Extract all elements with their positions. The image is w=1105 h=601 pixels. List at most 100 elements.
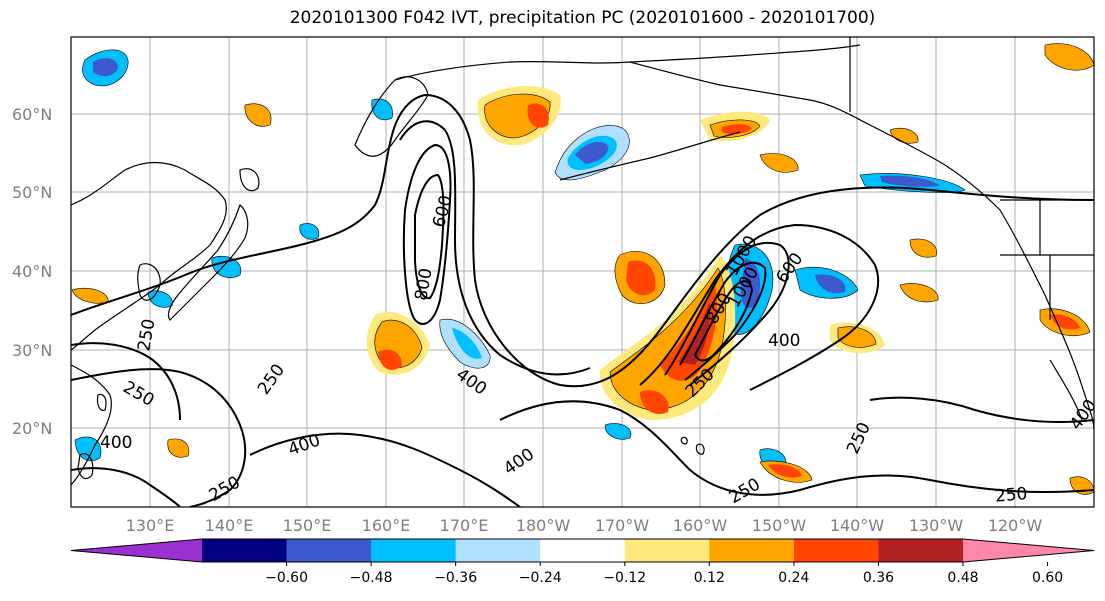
ivt-contours: [71, 93, 1094, 507]
coastline-japan: [167, 203, 249, 321]
colorbar-tick-label: 0.12: [694, 570, 725, 586]
longitude-labels: 130°E 140°E 150°E 160°E 170°E 180°W 170°…: [126, 516, 1043, 535]
coastline-westcoast: [999, 209, 1094, 431]
coastline-china: [71, 364, 112, 486]
colorbar-tick-label: −0.48: [350, 570, 393, 586]
lon-label: 160°W: [673, 516, 728, 535]
lon-label: 140°W: [830, 516, 885, 535]
colorbar-bin: [878, 539, 964, 562]
colorbar-bin: [624, 539, 710, 562]
shade-pos: [768, 464, 802, 478]
coastline-aleutians: [559, 131, 741, 181]
shade-neg: [299, 223, 320, 240]
lon-label: 140°E: [205, 516, 254, 535]
colorbar-bin: [709, 539, 795, 562]
lon-label: 130°W: [909, 516, 964, 535]
colorbar-tick-label: 0.24: [778, 570, 809, 586]
shade-neg: [371, 98, 393, 121]
lon-label: 120°W: [988, 516, 1043, 535]
contour-250-south: [499, 400, 1094, 496]
contour-800: [414, 173, 445, 300]
colorbar-tick-label: −0.36: [434, 570, 477, 586]
shade-pos: [378, 349, 402, 370]
coastline-baja: [1049, 359, 1083, 421]
shade-pos: [909, 238, 937, 258]
colorbar-bin: [371, 539, 457, 562]
coastline-korea: [137, 263, 161, 301]
shade-neg: [740, 258, 761, 309]
shade-pos: [609, 267, 726, 411]
lon-label: 180°W: [516, 516, 571, 535]
colorbar-tick-label: 0.60: [1032, 570, 1063, 586]
contour-400-east: [639, 223, 880, 391]
contour-400-b: [399, 120, 591, 376]
contour-250-far: [869, 396, 1094, 423]
border-state: [1000, 200, 1094, 320]
contour-400-south: [249, 432, 521, 507]
shade-pos: [244, 103, 272, 127]
lat-label-30: 30°N: [12, 341, 52, 360]
shade-neg: [211, 255, 242, 278]
lat-label-40: 40°N: [12, 262, 52, 281]
lon-label: 130°E: [126, 516, 175, 535]
shade-pos: [899, 283, 939, 303]
contour-250: [71, 93, 1094, 388]
coastline-alaska: [629, 61, 1001, 211]
shade-pos: [527, 103, 549, 128]
lon-label: 170°E: [440, 516, 489, 535]
colorbar-bin: [793, 539, 879, 562]
colorbar-tick-label: −0.60: [265, 570, 308, 586]
shade-pos: [640, 390, 669, 414]
contour-400: [71, 342, 181, 421]
coastline-philippines: [77, 453, 94, 480]
contour-600-east: [664, 241, 790, 386]
shade-neg: [815, 274, 846, 294]
contour-label: 250: [994, 484, 1028, 507]
colorbar-bin: [202, 539, 288, 562]
colorbar-extend-low: [71, 539, 202, 562]
colorbar-tick-label: −0.24: [519, 570, 562, 586]
map-area: 600 800 400 250 250 400 400 250 250 400 …: [71, 37, 1094, 507]
colorbar-bin: [455, 539, 541, 562]
contour-600: [402, 143, 452, 325]
shade-pos: [167, 438, 190, 458]
map-frame: [70, 36, 1095, 508]
colorbar-outline: [70, 538, 1095, 563]
shade-neg: [452, 328, 482, 359]
negative-shading: [74, 49, 966, 470]
contour-250-sw: [71, 467, 181, 507]
shade-pos: [1044, 43, 1094, 71]
coastlines: [71, 37, 1094, 486]
shade-pos: [678, 302, 711, 365]
colorbar-bin: [286, 539, 372, 562]
colorbar-tick-label: 0.48: [947, 570, 978, 586]
colorbar: −0.60 −0.48 −0.36 −0.24 −0.12 0.12 0.24 0.36 0.4…: [70, 538, 1095, 586]
shade-neg: [147, 290, 173, 308]
coastline-hawaii: [680, 436, 705, 455]
colorbar-bin: [540, 539, 626, 562]
map-title: 2020101300 F042 IVT, precipitation PC (2…: [289, 8, 876, 28]
contour-label: 400: [100, 433, 132, 453]
shade-pos: [722, 124, 752, 135]
lon-label: 150°E: [283, 516, 332, 535]
contour-label: 400: [768, 331, 800, 351]
lat-label-60: 60°N: [12, 105, 52, 124]
contour-1000-east: [693, 280, 754, 362]
shade-neg: [880, 175, 940, 187]
coastline-asia: [71, 161, 227, 351]
lat-label-20: 20°N: [12, 419, 52, 438]
shade-pos: [626, 260, 656, 296]
shade-neg: [604, 423, 632, 440]
lon-label: 150°W: [752, 516, 807, 535]
lon-label: 170°W: [595, 516, 650, 535]
shade-pos: [837, 326, 877, 348]
colorbar-tick-label: 0.36: [863, 570, 894, 586]
colorbar-tick-label: −0.12: [603, 570, 646, 586]
contour-250-b: [71, 368, 247, 507]
latitude-labels: 60°N 50°N 40°N 30°N 20°N: [12, 105, 52, 438]
positive-shading: [71, 43, 1094, 495]
coastline-hokkaido: [239, 168, 260, 192]
shade-pos: [759, 153, 799, 173]
shade-neg: [93, 58, 118, 77]
